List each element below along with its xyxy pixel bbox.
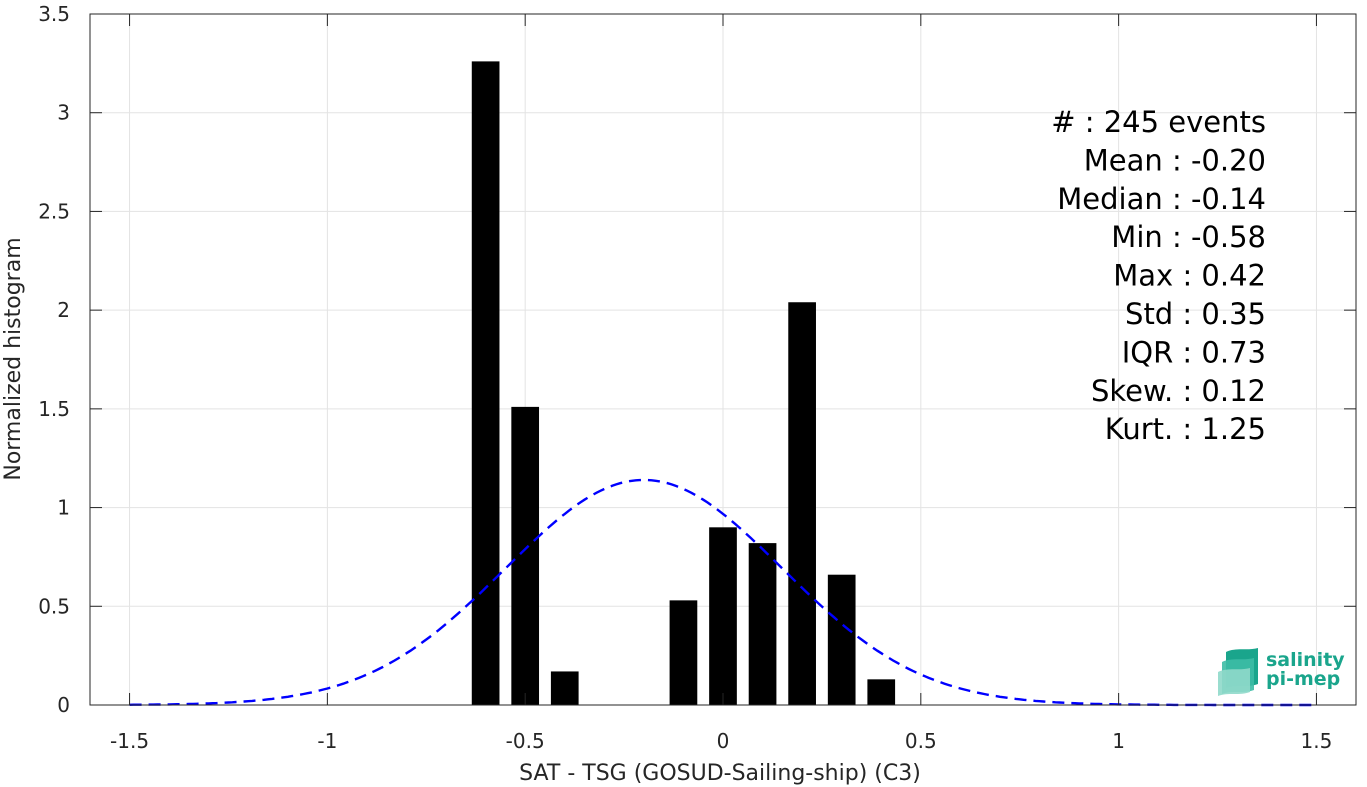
y-tick-labels: 0 0.5 1 1.5 2 2.5 3 3.5 <box>38 2 70 717</box>
histogram-bar <box>867 679 896 705</box>
stat-line: Kurt. : 1.25 <box>1105 412 1266 446</box>
logo-line2: pi-mep <box>1266 668 1340 690</box>
statistics-annotation: # : 245 events Mean : -0.20 Median : -0.14… <box>1051 105 1266 446</box>
y-tick-label: 0 <box>57 693 70 717</box>
y-tick-label: 1 <box>57 496 70 520</box>
stat-line: Skew. : 0.12 <box>1091 374 1266 408</box>
x-tick-label: -1.5 <box>110 729 149 753</box>
histogram-bars <box>471 61 896 705</box>
wave-icon <box>1218 648 1258 696</box>
stat-line: Max : 0.42 <box>1113 259 1266 293</box>
y-tick-label: 0.5 <box>38 594 70 618</box>
grid-lines <box>90 13 1356 706</box>
logo-line1: salinity <box>1266 649 1345 671</box>
x-tick-labels: -1.5 -1 -0.5 0 0.5 1 1.5 <box>110 729 1332 753</box>
histogram-bar <box>827 574 856 705</box>
axis-ticks <box>90 13 1356 706</box>
x-tick-label: 0 <box>717 729 730 753</box>
histogram-bar <box>748 543 777 705</box>
histogram-bar <box>788 302 816 705</box>
y-tick-label: 3.5 <box>38 2 70 26</box>
y-axis-label: Normalized histogram <box>1 237 26 480</box>
y-tick-label: 2.5 <box>38 199 70 223</box>
y-tick-label: 2 <box>57 298 70 322</box>
x-tick-label: 1.5 <box>1301 729 1333 753</box>
histogram-bar <box>550 671 579 705</box>
histogram-bar <box>709 527 737 705</box>
stat-line: Median : -0.14 <box>1057 182 1266 216</box>
salinity-pi-mep-logo: salinity pi-mep <box>1218 648 1345 696</box>
stat-line: IQR : 0.73 <box>1122 335 1266 369</box>
histogram-bar <box>471 61 500 705</box>
x-tick-label: -0.5 <box>506 729 545 753</box>
x-tick-label: 0.5 <box>905 729 937 753</box>
x-tick-label: 1 <box>1112 729 1125 753</box>
stat-line: Min : -0.58 <box>1111 220 1266 254</box>
y-tick-label: 1.5 <box>38 397 70 421</box>
x-tick-label: -1 <box>317 729 337 753</box>
stat-line: Mean : -0.20 <box>1084 143 1266 177</box>
x-axis-label: SAT - TSG (GOSUD-Sailing-ship) (C3) <box>519 761 921 786</box>
stat-line: Std : 0.35 <box>1125 297 1266 331</box>
y-tick-label: 3 <box>57 101 70 125</box>
stat-line: # : 245 events <box>1051 105 1266 139</box>
histogram-bar <box>511 406 540 705</box>
histogram-bar <box>669 600 698 705</box>
